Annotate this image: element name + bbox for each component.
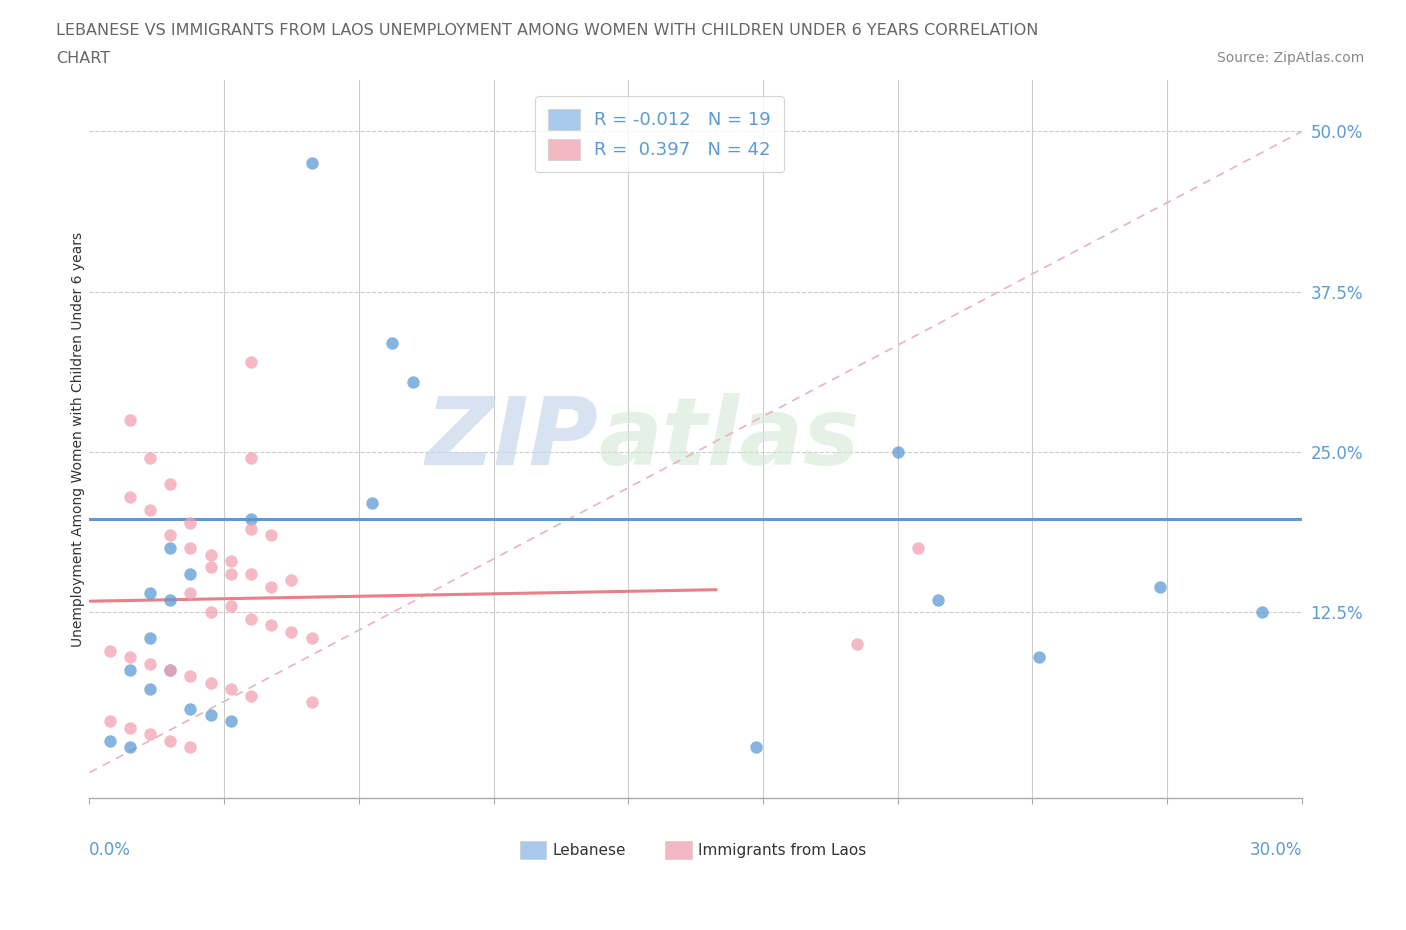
Point [118,413,141,428]
Point [260,618,283,632]
Point [240,512,263,526]
Point [179,515,201,530]
Point [200,604,222,619]
Text: Lebanese: Lebanese [553,843,626,857]
Point [846,637,869,652]
Point [260,579,283,594]
Point [179,701,201,716]
Point [280,624,302,639]
Text: CHART: CHART [56,51,110,66]
Text: 0.0%: 0.0% [90,841,131,859]
Point [179,566,201,581]
FancyBboxPatch shape [665,842,692,859]
Point [887,445,910,459]
Text: LEBANESE VS IMMIGRANTS FROM LAOS UNEMPLOYMENT AMONG WOMEN WITH CHILDREN UNDER 6 : LEBANESE VS IMMIGRANTS FROM LAOS UNEMPLO… [56,23,1039,38]
Point [179,540,201,555]
Point [118,663,141,678]
Point [159,592,181,607]
Point [200,547,222,562]
Point [240,688,263,703]
Text: Source: ZipAtlas.com: Source: ZipAtlas.com [1216,51,1364,65]
Text: ZIP: ZIP [426,393,599,485]
Point [118,721,141,736]
Point [240,451,263,466]
Point [98,644,121,658]
Point [301,156,323,171]
Point [240,611,263,626]
Point [139,657,162,671]
Point [745,739,768,754]
Legend: R = -0.012   N = 19, R =  0.397   N = 42: R = -0.012 N = 19, R = 0.397 N = 42 [534,97,785,172]
Point [139,682,162,697]
Point [219,714,242,729]
Point [1250,604,1272,619]
Point [219,599,242,614]
Point [260,528,283,543]
Point [139,586,162,601]
Text: 30.0%: 30.0% [1250,841,1302,859]
Point [907,540,929,555]
Point [139,502,162,517]
FancyBboxPatch shape [520,842,547,859]
Point [159,733,181,748]
Point [159,528,181,543]
Point [179,739,201,754]
Point [219,553,242,568]
Point [139,451,162,466]
Point [200,560,222,575]
Point [361,496,384,511]
Point [179,669,201,684]
Point [98,733,121,748]
Point [139,631,162,645]
Point [98,714,121,729]
Text: Immigrants from Laos: Immigrants from Laos [697,843,866,857]
Point [159,477,181,492]
Point [139,726,162,741]
Point [159,540,181,555]
Point [118,650,141,665]
Point [280,573,302,588]
Point [118,739,141,754]
Point [240,566,263,581]
Point [240,522,263,537]
Point [118,489,141,504]
Text: atlas: atlas [599,393,860,485]
Point [159,663,181,678]
Point [219,682,242,697]
Point [159,663,181,678]
Point [381,336,404,351]
Point [402,374,425,389]
Point [179,586,201,601]
Point [200,708,222,723]
Point [301,631,323,645]
Y-axis label: Unemployment Among Women with Children Under 6 years: Unemployment Among Women with Children U… [72,232,86,646]
Point [219,566,242,581]
Point [1149,579,1171,594]
Point [927,592,949,607]
Point [1028,650,1050,665]
Point [240,355,263,370]
Point [301,695,323,710]
Point [200,675,222,690]
